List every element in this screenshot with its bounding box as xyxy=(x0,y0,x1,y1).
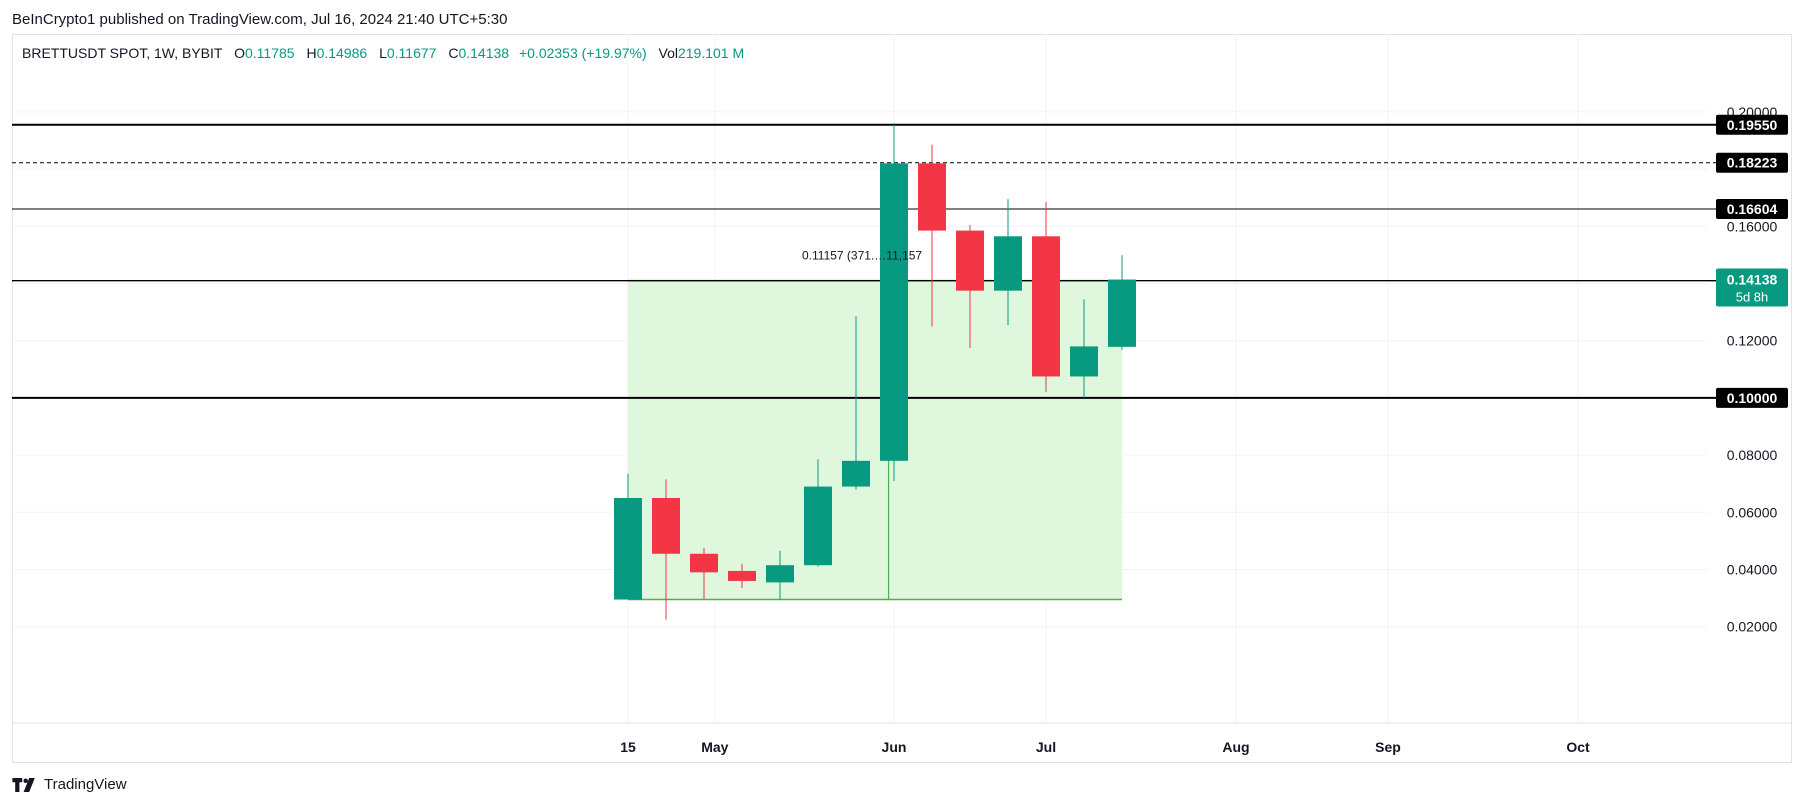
candle-body xyxy=(880,163,908,461)
candle-body xyxy=(842,460,870,487)
tradingview-logo-icon xyxy=(12,777,35,792)
level-price-label: 0.18223 xyxy=(1727,155,1778,171)
price-axis: 0.02000 0.04000 0.06000 0.08000 0.12000 0.160… xyxy=(1716,104,1788,635)
level-price-label: 0.10000 xyxy=(1727,390,1778,406)
candle-body xyxy=(728,570,756,581)
x-tick-label: Jun xyxy=(882,739,907,755)
level-price-label: 0.16604 xyxy=(1727,201,1778,217)
candle-down xyxy=(652,479,680,620)
x-tick-label: Sep xyxy=(1375,739,1401,755)
bar-countdown-label: 5d 8h xyxy=(1736,290,1769,305)
x-tick-label: Oct xyxy=(1566,739,1590,755)
candle-body xyxy=(766,565,794,583)
horizontal-levels xyxy=(12,123,1716,399)
close-value: 0.14138 xyxy=(458,45,510,61)
y-tick-label: 0.12000 xyxy=(1727,333,1778,349)
footer: TradingView xyxy=(12,776,127,793)
level-price-badge xyxy=(1716,114,1788,135)
volume-value: 219.101 M xyxy=(677,45,745,61)
candle-up xyxy=(1108,255,1136,350)
candle-up xyxy=(1070,299,1098,398)
candle-body xyxy=(956,230,984,291)
candle-body xyxy=(690,553,718,573)
candle-up xyxy=(842,316,870,490)
candle-body xyxy=(614,498,642,600)
candle-body xyxy=(994,236,1022,291)
candle-up xyxy=(994,199,1022,325)
close-key: C xyxy=(448,45,459,61)
y-tick-label: 0.02000 xyxy=(1727,619,1778,635)
publisher-line: BeInCrypto1 published on TradingView.com… xyxy=(12,11,508,28)
y-tick-label: 0.04000 xyxy=(1727,562,1778,578)
candle-down xyxy=(1032,201,1060,393)
level-price-badge xyxy=(1716,152,1788,173)
y-tick-label: 0.06000 xyxy=(1727,504,1778,520)
candle-body xyxy=(804,486,832,566)
last-price-label: 0.14138 xyxy=(1727,272,1778,288)
candle-up xyxy=(766,550,794,600)
time-axis: 15 May Jun Jul Aug Sep Oct xyxy=(620,739,1590,755)
candle-down xyxy=(728,563,756,589)
low-value: 0.11677 xyxy=(386,45,437,61)
high-key: H xyxy=(306,45,317,61)
open-key: O xyxy=(234,45,245,61)
level-price-badge xyxy=(1716,387,1788,408)
y-tick-label: 0.16000 xyxy=(1727,218,1778,234)
candle-down xyxy=(918,144,946,327)
last-price-badge xyxy=(1716,268,1788,307)
candle-body xyxy=(652,498,680,554)
candle-up xyxy=(804,459,832,567)
x-tick-label: Aug xyxy=(1222,739,1249,755)
level-price-badge xyxy=(1716,199,1788,220)
volume-key: Vol xyxy=(658,45,678,61)
change-value: +0.02353 (+19.97%) xyxy=(518,45,647,61)
candle-up xyxy=(614,473,642,600)
y-tick-label: 0.08000 xyxy=(1727,447,1778,463)
low-key: L xyxy=(379,45,387,61)
x-tick-label: 15 xyxy=(620,739,636,755)
open-value: 0.11785 xyxy=(244,45,295,61)
candle-body xyxy=(1070,346,1098,377)
ohlc-legend: BRETTUSDT SPOT, 1W, BYBIT O0.11785 H0.14… xyxy=(22,45,744,61)
x-tick-label: Jul xyxy=(1036,739,1056,755)
annotations: 0.11157 (371.…11,157 xyxy=(802,249,922,263)
high-value: 0.14986 xyxy=(316,45,368,61)
symbol-label: BRETTUSDT SPOT, 1W, BYBIT xyxy=(22,45,223,61)
level-price-label: 0.19550 xyxy=(1727,117,1778,133)
footer-brand: TradingView xyxy=(44,776,127,793)
range-measure-label: 0.11157 (371.…11,157 xyxy=(802,249,922,263)
candle-body xyxy=(1108,279,1136,347)
candle-body xyxy=(918,163,946,231)
candle-down xyxy=(956,224,984,348)
candle-body xyxy=(1032,236,1060,377)
candles xyxy=(614,124,1136,620)
candle-down xyxy=(690,548,718,600)
x-tick-label: May xyxy=(701,739,728,755)
candle-up xyxy=(880,124,908,481)
